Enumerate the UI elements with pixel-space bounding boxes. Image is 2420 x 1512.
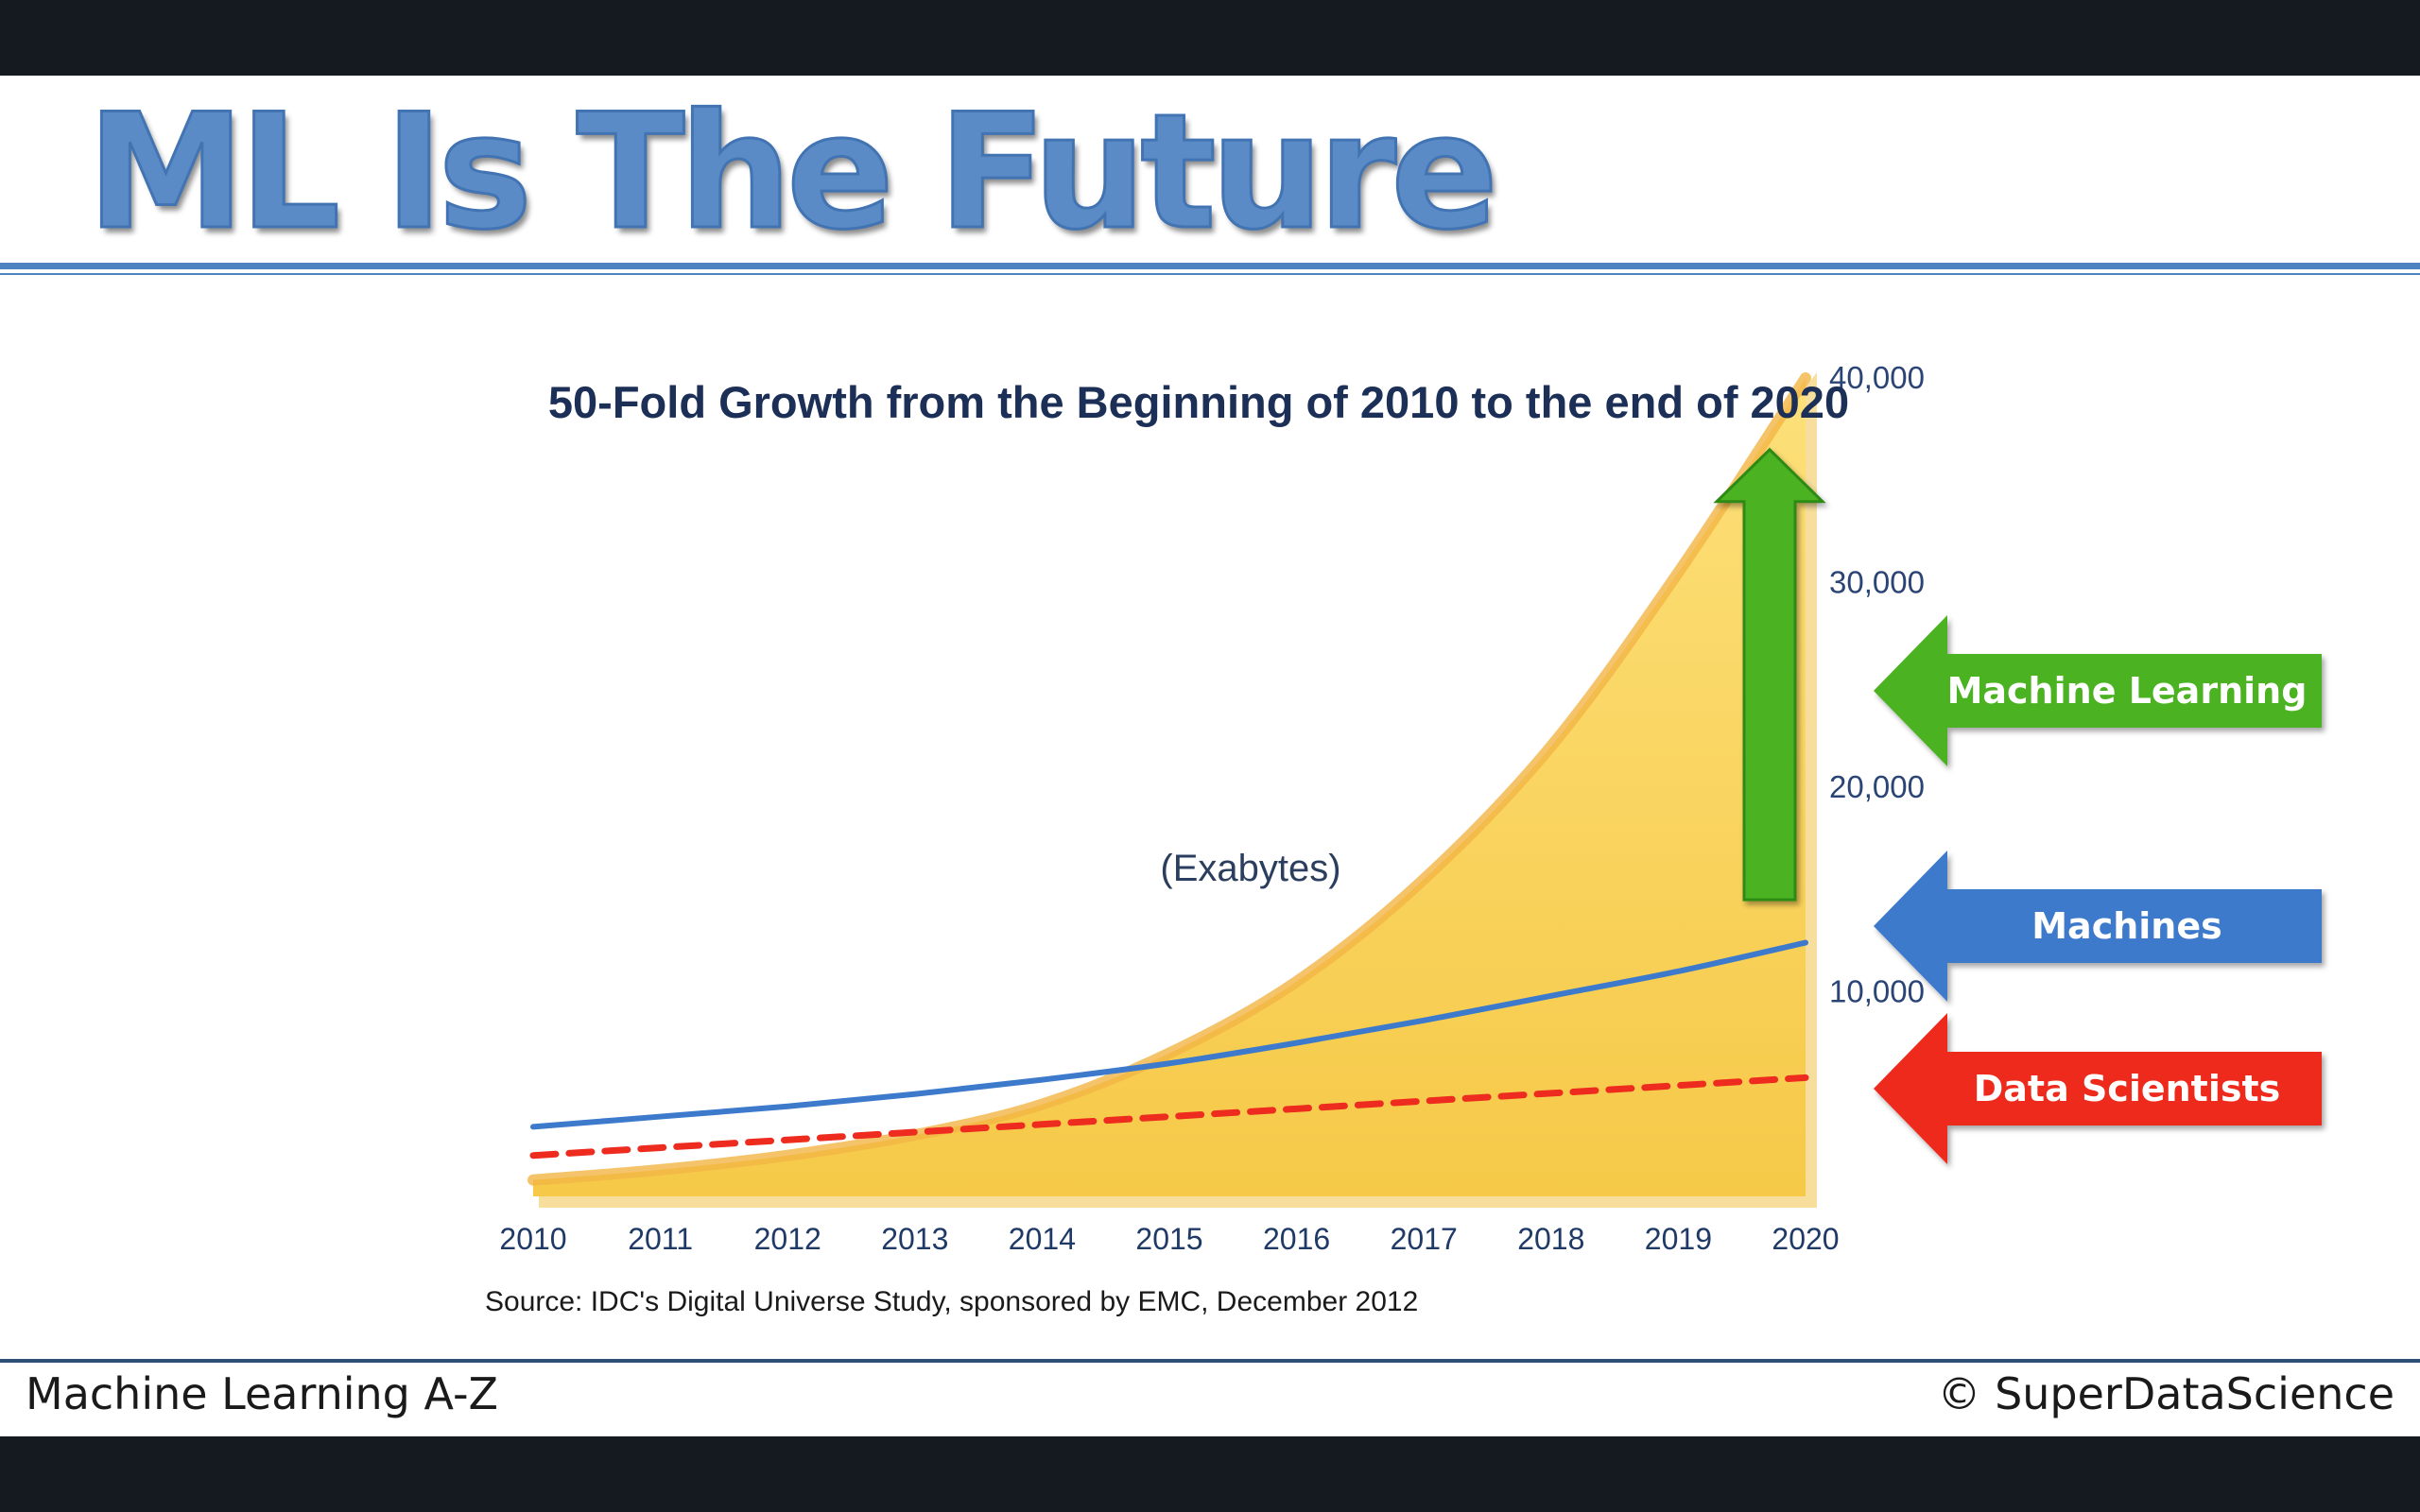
- chart-source: Source: IDC's Digital Universe Study, sp…: [485, 1286, 1418, 1317]
- y-tick-label: 20,000: [1829, 769, 1925, 804]
- legend-arrow-shape: [1874, 1013, 2322, 1164]
- legend-arrow-machines: Machines: [1874, 850, 2322, 1002]
- legend-arrow-shape: [1874, 850, 2322, 1002]
- y-tick-label: 40,000: [1829, 360, 1925, 395]
- x-tick-label: 2012: [754, 1222, 821, 1256]
- legend-arrow-data-scientists: Data Scientists: [1874, 1013, 2322, 1164]
- x-tick-label: 2016: [1263, 1222, 1330, 1256]
- solid-line-series: [530, 939, 1808, 1130]
- legend-arrow-label: Data Scientists: [1974, 1068, 2281, 1109]
- chart-title: 50-Fold Growth from the Beginning of 201…: [548, 377, 1849, 427]
- growth-arrow: [1713, 447, 1826, 902]
- footer-copyright: © SuperDataScience: [1937, 1368, 2394, 1419]
- x-tick-label: 2013: [881, 1222, 948, 1256]
- x-tick-label: 2019: [1645, 1222, 1712, 1256]
- growth-chart: 2010 2011 2012 2013 2014 2015 2016 2017 2018 2019…: [485, 360, 2322, 1317]
- slide-title: ML Is The Future: [85, 79, 1499, 265]
- x-tick-label: 2011: [628, 1222, 693, 1256]
- title-divider: [0, 263, 2420, 269]
- area-top-edge: [527, 372, 1811, 1186]
- x-tick-label: 2020: [1772, 1222, 1839, 1256]
- legend-arrow-machine-learning: Machine Learning: [1874, 615, 2322, 766]
- x-tick-label: 2014: [1009, 1222, 1076, 1256]
- area-series: [533, 378, 1806, 1196]
- x-tick-label: 2015: [1135, 1222, 1202, 1256]
- legend-arrow-shape: [1874, 615, 2322, 766]
- x-tick-label: 2017: [1391, 1222, 1458, 1256]
- x-tick-label: 2010: [499, 1222, 566, 1256]
- slide: ML Is The Future 2010 2011 2012 2013 2014 201…: [0, 76, 2420, 1436]
- footer-course-name: Machine Learning A-Z: [26, 1368, 499, 1419]
- title-divider-thin: [0, 273, 2420, 275]
- legend-arrow-label: Machine Learning: [1947, 670, 2308, 712]
- legend-arrow-label: Machines: [2031, 905, 2222, 947]
- y-tick-label: 30,000: [1829, 565, 1925, 600]
- x-tick-label: 2018: [1517, 1222, 1584, 1256]
- footer-divider: [0, 1359, 2420, 1363]
- y-tick-label: 10,000: [1829, 974, 1925, 1009]
- chart-annotation: (Exabytes): [1160, 848, 1340, 889]
- dashed-line-series: [529, 1074, 1809, 1160]
